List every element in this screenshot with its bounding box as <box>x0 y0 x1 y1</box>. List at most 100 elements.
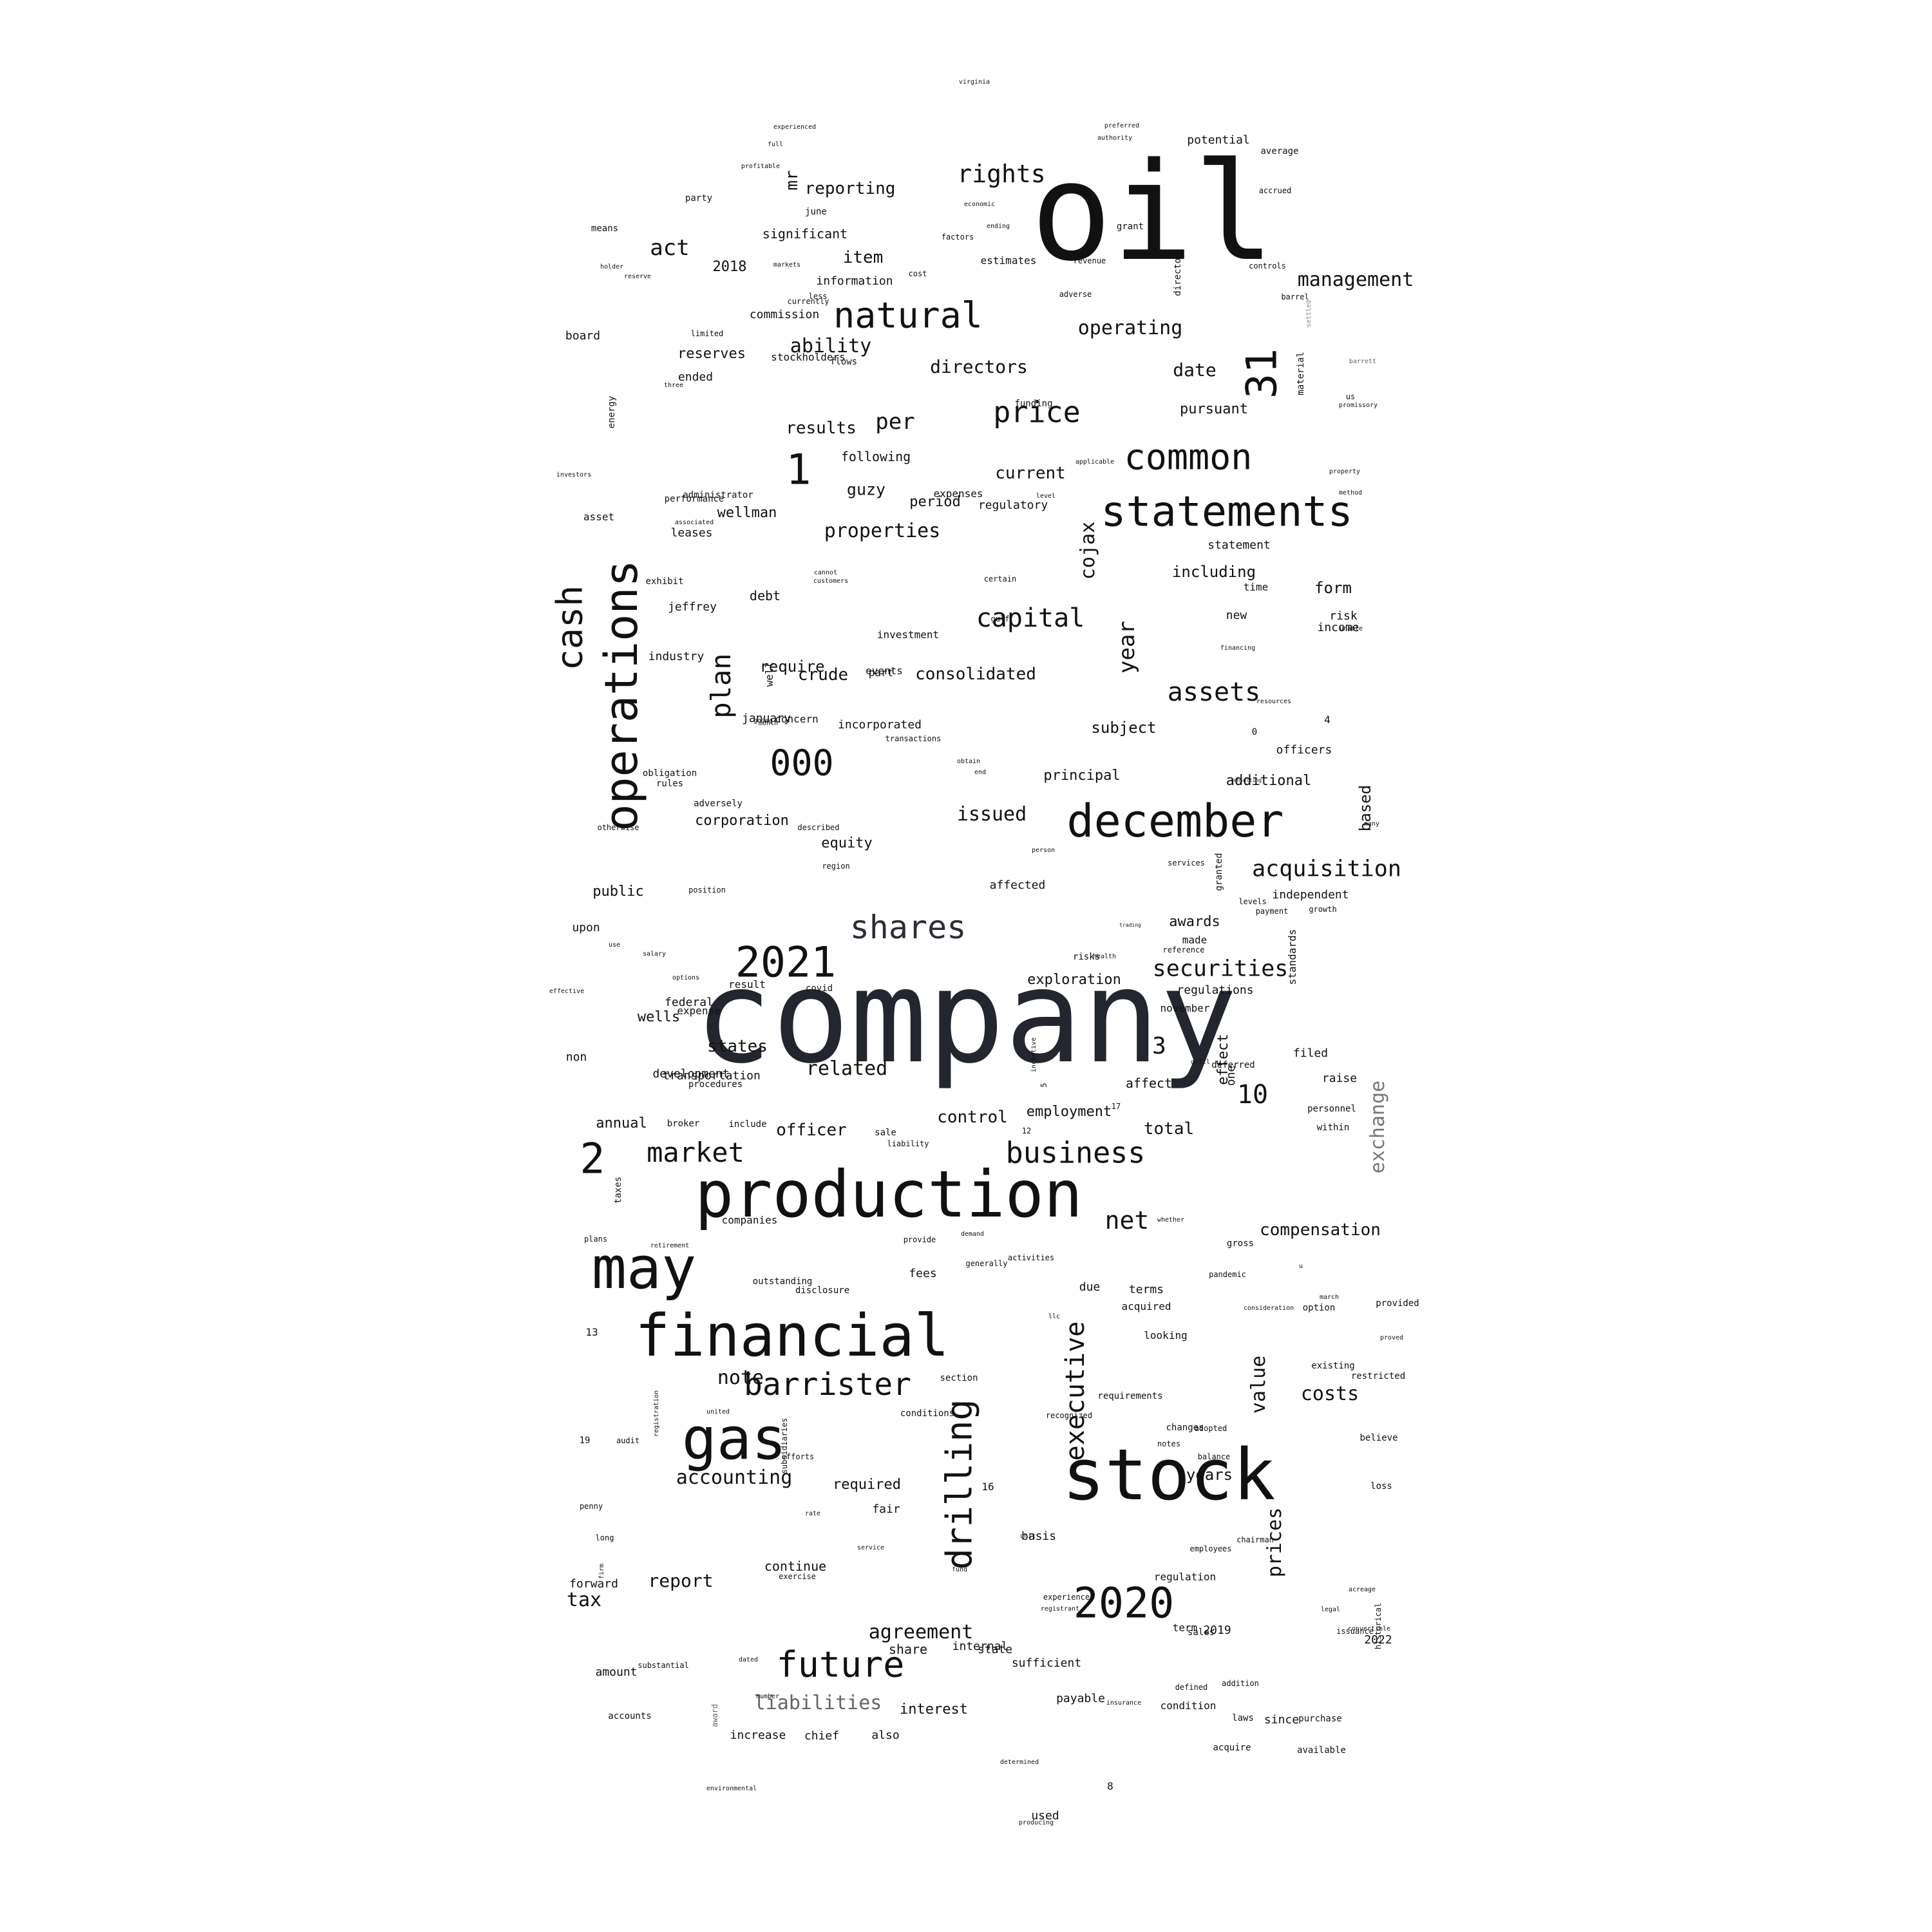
cloud-word: accounting <box>676 1466 793 1489</box>
cloud-word: rate <box>804 1510 821 1517</box>
cloud-word: production <box>694 1157 1083 1232</box>
cloud-word: llc <box>1048 1313 1061 1320</box>
cloud-word: liabilities <box>753 1692 882 1714</box>
cloud-word: reserves <box>677 346 746 362</box>
cloud-word: acquire <box>1213 1743 1251 1753</box>
cloud-word: producing <box>1018 1819 1054 1826</box>
cloud-word: internal <box>952 1640 1009 1653</box>
cloud-word: penny <box>579 1502 603 1511</box>
cloud-word: jeffrey <box>668 600 717 614</box>
cloud-word: risk <box>1329 609 1358 623</box>
cloud-word: condition <box>1160 1700 1217 1712</box>
cloud-word: pursuant <box>1180 401 1248 417</box>
cloud-word: united <box>706 1408 730 1416</box>
cloud-word: time <box>1243 581 1269 593</box>
cloud-word: upon <box>572 921 600 934</box>
cloud-word: agreement <box>868 1621 974 1643</box>
cloud-word: limited <box>690 329 724 338</box>
cloud-word: recognized <box>1045 1411 1093 1420</box>
cloud-word: wellman <box>717 505 777 521</box>
cloud-word: issuance <box>1336 1627 1374 1636</box>
cloud-word: financial <box>635 1302 949 1370</box>
cloud-word: full <box>767 141 784 148</box>
cloud-word: operations <box>595 560 648 831</box>
cloud-word: incentive <box>1030 1037 1037 1073</box>
cloud-word: estimates <box>980 254 1037 267</box>
cloud-word: fees <box>909 1267 937 1280</box>
cloud-word: november <box>1160 1002 1210 1014</box>
cloud-word: adopted <box>1194 1424 1227 1433</box>
cloud-word: employees <box>1189 1544 1232 1553</box>
cloud-word: capital <box>976 603 1085 633</box>
cloud-word: virginia <box>958 79 990 86</box>
cloud-word: 10 <box>1236 1080 1269 1110</box>
cloud-word: convertible <box>1347 1625 1391 1633</box>
cloud-word: industry <box>648 650 705 663</box>
cloud-word: taxes <box>613 1176 623 1204</box>
cloud-word: revenue <box>1073 256 1106 265</box>
cloud-word: balance <box>1197 1452 1231 1461</box>
cloud-word: 13 <box>585 1326 598 1338</box>
cloud-word: growth <box>1309 905 1337 914</box>
cloud-word: customers <box>813 578 849 585</box>
cloud-word: otherwise <box>597 823 639 832</box>
cloud-word: addition <box>1222 1679 1259 1688</box>
cloud-word: experienced <box>773 124 817 131</box>
cloud-word: price <box>993 395 1081 430</box>
cloud-word: crude <box>797 665 849 685</box>
cloud-word: year <box>1114 621 1140 674</box>
cloud-word: salary <box>642 951 667 958</box>
cloud-word: registrant <box>1040 1605 1080 1613</box>
cloud-word: grant <box>1116 222 1144 232</box>
cloud-word: flows <box>829 357 858 367</box>
cloud-word: proved <box>1379 1334 1404 1341</box>
cloud-word: stock <box>1062 1434 1276 1516</box>
cloud-word: cash <box>549 585 591 671</box>
cloud-word: continue <box>764 1558 827 1574</box>
cloud-word: preferred <box>1104 122 1140 129</box>
cloud-word: unit <box>1019 1533 1036 1540</box>
cloud-word: cost <box>908 269 927 278</box>
cloud-word: rights <box>957 160 1046 188</box>
cloud-word: states <box>707 1037 768 1056</box>
cloud-word: costs <box>1300 1383 1359 1405</box>
cloud-word: region <box>822 862 850 871</box>
cloud-word: sufficient <box>1011 1656 1082 1670</box>
cloud-word: ended <box>677 370 714 384</box>
cloud-word: 0 <box>1251 727 1258 737</box>
cloud-word: future <box>776 1643 905 1685</box>
cloud-word: raise <box>1321 1072 1358 1085</box>
cloud-word: regulation <box>1153 1571 1217 1583</box>
cloud-word: current <box>995 464 1066 483</box>
cloud-word: income <box>1317 621 1359 634</box>
cloud-word: firm <box>598 1563 605 1580</box>
cloud-word: granted <box>1214 853 1224 891</box>
cloud-word: means <box>591 223 619 234</box>
cloud-word: 2019 <box>1203 1624 1231 1637</box>
cloud-word: ending <box>986 223 1010 230</box>
cloud-word: promissory <box>1338 402 1378 409</box>
cloud-word: share <box>888 1642 928 1657</box>
cloud-word: non <box>565 1050 587 1064</box>
cloud-word: made <box>1182 934 1208 946</box>
cloud-word: development <box>652 1067 730 1081</box>
cloud-word: end <box>974 769 987 776</box>
cloud-word: acquired <box>1121 1300 1171 1312</box>
cloud-word: 8 <box>1107 1780 1113 1792</box>
cloud-word: standards <box>1286 929 1298 985</box>
cloud-word: month <box>758 720 779 727</box>
cloud-word: increase <box>730 1728 786 1742</box>
cloud-word: operating <box>1077 317 1183 339</box>
cloud-word: property <box>1329 468 1361 475</box>
cloud-word: rules <box>656 779 684 789</box>
cloud-word: personnel <box>1307 1104 1356 1114</box>
cloud-word: awards <box>1169 914 1220 930</box>
cloud-word: within <box>1316 1122 1350 1133</box>
cloud-word: since <box>1264 1713 1300 1727</box>
cloud-word: payment <box>1255 907 1289 916</box>
cloud-word: companies <box>721 1214 778 1226</box>
cloud-word: covid <box>805 983 833 994</box>
cloud-word: amount <box>595 1665 638 1679</box>
cloud-word: dated <box>738 1656 759 1663</box>
cloud-word: june <box>805 207 827 217</box>
